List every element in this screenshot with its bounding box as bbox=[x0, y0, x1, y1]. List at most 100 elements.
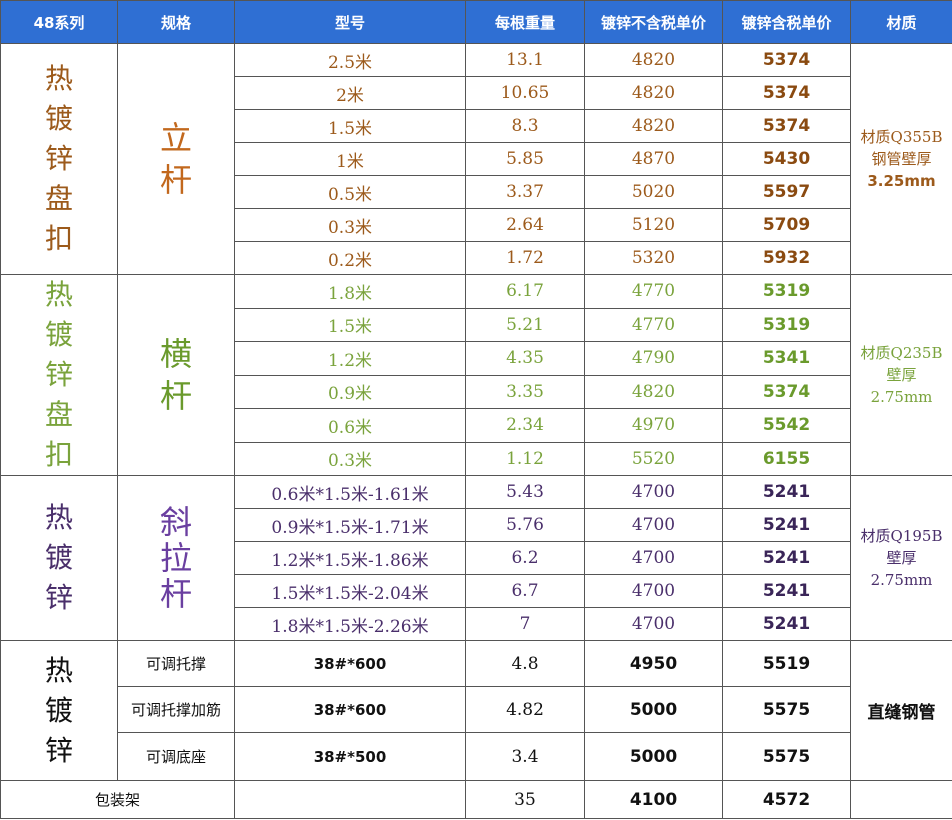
header-spec: 规格 bbox=[117, 0, 235, 44]
price-in-cell: 5374 bbox=[722, 76, 851, 110]
group2-name: 横杆 bbox=[117, 274, 235, 476]
model-cell: 1.2米*1.5米-1.86米 bbox=[234, 541, 466, 575]
weight-cell: 5.43 bbox=[465, 475, 585, 509]
price-ex-cell: 4700 bbox=[584, 541, 723, 575]
model-cell: 38#*500 bbox=[234, 732, 466, 781]
model-cell: 2.5米 bbox=[234, 43, 466, 77]
weight-cell: 7 bbox=[465, 607, 585, 641]
header-price-ex-tax: 镀锌不含税单价 bbox=[584, 0, 723, 44]
group2-material: 材质Q235B 壁厚 2.75mm bbox=[850, 274, 952, 476]
weight-cell: 6.2 bbox=[465, 541, 585, 575]
table-row: 0.3米 2.64 5120 5709 bbox=[1, 208, 952, 242]
model-cell: 1.8米 bbox=[234, 274, 466, 309]
price-in-cell: 5932 bbox=[722, 241, 851, 275]
weight-cell: 3.35 bbox=[465, 374, 585, 409]
header-row: 48系列 规格 型号 每根重量 镀锌不含税单价 镀锌含税单价 材质 bbox=[0, 0, 952, 44]
group3-name: 斜拉杆 bbox=[117, 475, 235, 641]
price-ex-cell: 5520 bbox=[584, 441, 723, 476]
table-row: 2米 10.65 4820 5374 bbox=[1, 76, 952, 110]
price-in-cell: 5542 bbox=[722, 408, 851, 443]
weight-cell: 5.76 bbox=[465, 508, 585, 542]
weight-cell: 3.4 bbox=[465, 732, 585, 781]
spec-cell: 可调托撑加筋 bbox=[117, 686, 235, 733]
footer-model-empty bbox=[234, 780, 466, 819]
price-in-cell: 5341 bbox=[722, 341, 851, 376]
table-row: 1.8米*1.5米-2.26米 7 4700 5241 bbox=[1, 607, 952, 641]
spec-cell: 可调底座 bbox=[117, 732, 235, 781]
weight-cell: 6.7 bbox=[465, 574, 585, 608]
group1-material: 材质Q355B 钢管壁厚 3.25mm bbox=[850, 43, 952, 275]
table-row: 热镀锌盘扣 立杆 2.5米 13.1 4820 5374 材质Q355B 钢管壁厚… bbox=[0, 43, 952, 275]
model-cell: 2米 bbox=[234, 76, 466, 110]
spec-cell: 可调托撑 bbox=[117, 640, 235, 687]
model-cell: 0.5米 bbox=[234, 175, 466, 209]
model-cell: 0.2米 bbox=[234, 241, 466, 275]
price-in-cell: 5519 bbox=[722, 640, 851, 687]
price-in-cell: 5241 bbox=[722, 607, 851, 641]
weight-cell: 2.34 bbox=[465, 408, 585, 443]
header-material: 材质 bbox=[850, 0, 952, 44]
table-row: 0.3米 1.12 5520 6155 bbox=[1, 441, 952, 476]
model-cell: 1.5米*1.5米-2.04米 bbox=[234, 574, 466, 608]
header-model: 型号 bbox=[234, 0, 466, 44]
header-price-in-tax: 镀锌含税单价 bbox=[722, 0, 851, 44]
weight-cell: 1.12 bbox=[465, 441, 585, 476]
table-row: 1米 5.85 4870 5430 bbox=[1, 142, 952, 176]
price-in-cell: 5709 bbox=[722, 208, 851, 242]
weight-cell: 8.3 bbox=[465, 109, 585, 143]
table-row: 1.5米 5.21 4770 5319 bbox=[1, 307, 952, 342]
footer-weight: 35 bbox=[465, 780, 585, 819]
price-ex-cell: 4770 bbox=[584, 274, 723, 309]
weight-cell: 13.1 bbox=[465, 43, 585, 77]
weight-cell: 10.65 bbox=[465, 76, 585, 110]
table-row: 0.2米 1.72 5320 5932 bbox=[1, 241, 952, 275]
price-in-cell: 5430 bbox=[722, 142, 851, 176]
model-cell: 0.3米 bbox=[234, 441, 466, 476]
price-ex-cell: 4700 bbox=[584, 475, 723, 509]
price-ex-cell: 4870 bbox=[584, 142, 723, 176]
model-cell: 0.6米 bbox=[234, 408, 466, 443]
table-row: 0.5米 3.37 5020 5597 bbox=[1, 175, 952, 209]
table-row: 0.9米*1.5米-1.71米 5.76 4700 5241 bbox=[1, 508, 952, 542]
header-series: 48系列 bbox=[0, 0, 118, 44]
footer-price-ex: 4100 bbox=[584, 780, 723, 819]
table-row: 可调托撑加筋 38#*600 4.82 5000 5575 bbox=[1, 686, 952, 733]
price-in-cell: 5319 bbox=[722, 307, 851, 342]
model-cell: 1.2米 bbox=[234, 341, 466, 376]
price-in-cell: 5575 bbox=[722, 686, 851, 733]
price-ex-cell: 4820 bbox=[584, 109, 723, 143]
model-cell: 1米 bbox=[234, 142, 466, 176]
price-in-cell: 5241 bbox=[722, 541, 851, 575]
price-ex-cell: 5120 bbox=[584, 208, 723, 242]
price-ex-cell: 4820 bbox=[584, 43, 723, 77]
price-ex-cell: 4820 bbox=[584, 76, 723, 110]
group4-category: 热镀锌 bbox=[0, 640, 118, 781]
price-in-cell: 5374 bbox=[722, 374, 851, 409]
weight-cell: 3.37 bbox=[465, 175, 585, 209]
table-row: 1.2米 4.35 4790 5341 bbox=[1, 341, 952, 376]
price-in-cell: 5241 bbox=[722, 508, 851, 542]
model-cell: 0.3米 bbox=[234, 208, 466, 242]
weight-cell: 5.21 bbox=[465, 307, 585, 342]
price-ex-cell: 4950 bbox=[584, 640, 723, 687]
price-ex-cell: 4820 bbox=[584, 374, 723, 409]
price-in-cell: 6155 bbox=[722, 441, 851, 476]
group3-category: 热镀锌 bbox=[0, 475, 118, 641]
group4-material: 直缝钢管 bbox=[850, 640, 952, 781]
weight-cell: 1.72 bbox=[465, 241, 585, 275]
price-ex-cell: 4700 bbox=[584, 508, 723, 542]
price-ex-cell: 4970 bbox=[584, 408, 723, 443]
price-ex-cell: 5000 bbox=[584, 686, 723, 733]
price-in-cell: 5319 bbox=[722, 274, 851, 309]
weight-cell: 5.85 bbox=[465, 142, 585, 176]
footer-label: 包装架 bbox=[0, 780, 235, 819]
group1-name: 立杆 bbox=[117, 43, 235, 275]
model-cell: 1.5米 bbox=[234, 109, 466, 143]
table-row: 热镀锌 斜拉杆 0.6米*1.5米-1.61米 5.43 4700 5241 材… bbox=[0, 475, 952, 641]
weight-cell: 2.64 bbox=[465, 208, 585, 242]
footer-price-in: 4572 bbox=[722, 780, 851, 819]
price-in-cell: 5597 bbox=[722, 175, 851, 209]
price-in-cell: 5241 bbox=[722, 574, 851, 608]
table-row: 可调底座 38#*500 3.4 5000 5575 bbox=[1, 732, 952, 781]
